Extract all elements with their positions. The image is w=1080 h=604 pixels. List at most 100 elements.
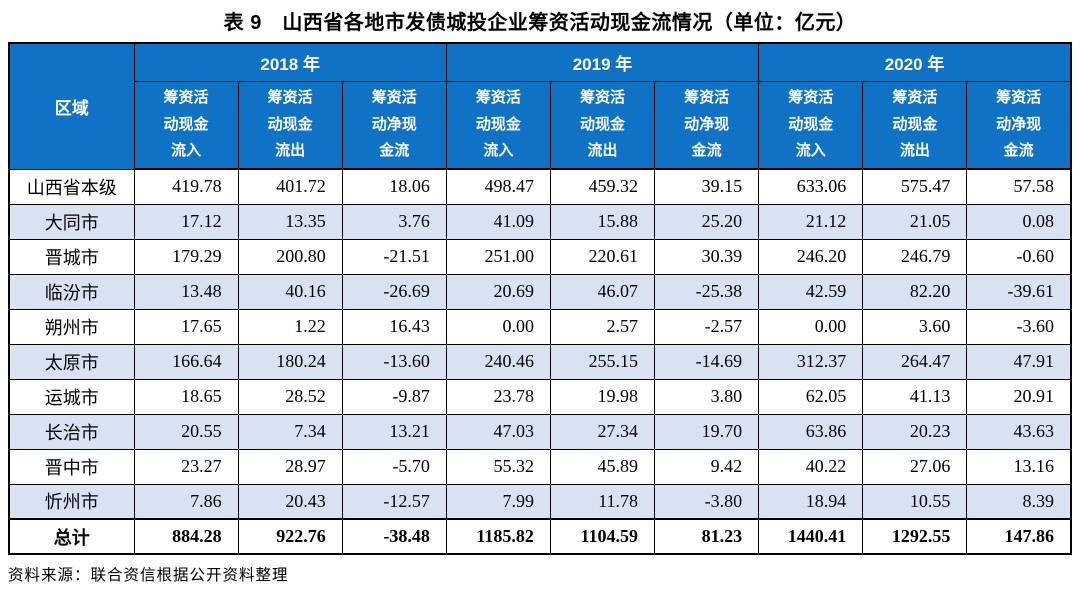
value-cell: -3.60 (966, 308, 1072, 345)
value-cell: 575.47 (862, 168, 968, 205)
value-cell: 19.98 (549, 378, 656, 415)
value-cell: 498.47 (445, 168, 551, 205)
value-cell: 81.23 (654, 518, 760, 555)
region-cell: 大同市 (8, 203, 135, 240)
value-cell: 23.27 (133, 448, 239, 485)
value-cell: 7.86 (133, 483, 239, 520)
value-cell: 27.34 (549, 413, 656, 450)
value-cell: 255.15 (549, 343, 656, 380)
value-cell: 166.64 (133, 343, 239, 380)
table-row: 晋城市 179.29 200.80 -21.51 251.00 220.61 30.39 24… (8, 238, 1072, 275)
value-cell: 7.99 (445, 483, 551, 520)
value-cell: 13.35 (237, 203, 343, 240)
region-cell: 长治市 (8, 413, 135, 450)
value-cell: -12.57 (341, 483, 447, 520)
value-cell: 1.22 (237, 308, 343, 345)
value-cell: -5.70 (341, 448, 447, 485)
region-cell: 忻州市 (8, 483, 135, 520)
value-cell: 11.78 (549, 483, 656, 520)
table-row: 朔州市 17.65 1.22 16.43 0.00 2.57 -2.57 0.00 3.60 -3… (8, 308, 1072, 345)
value-cell: 28.97 (237, 448, 343, 485)
value-cell: 3.80 (654, 378, 760, 415)
table-row: 临汾市 13.48 40.16 -26.69 20.69 46.07 -25.38 42.59… (8, 273, 1072, 310)
value-cell: 23.78 (445, 378, 551, 415)
value-cell: 312.37 (758, 343, 864, 380)
value-cell: 20.55 (133, 413, 239, 450)
value-cell: 40.16 (237, 273, 343, 310)
value-cell: 0.08 (966, 203, 1072, 240)
value-cell: 42.59 (758, 273, 864, 310)
value-cell: 18.65 (133, 378, 239, 415)
table-row: 长治市 20.55 7.34 13.21 47.03 27.34 19.70 63.86 20.… (8, 413, 1072, 450)
value-cell: -13.60 (341, 343, 447, 380)
value-cell: 20.43 (237, 483, 343, 520)
value-cell: 16.43 (341, 308, 447, 345)
value-cell: 13.48 (133, 273, 239, 310)
value-cell: 2.57 (549, 308, 656, 345)
value-cell: 3.60 (862, 308, 968, 345)
value-cell: 884.28 (133, 518, 239, 555)
value-cell: 8.39 (966, 483, 1072, 520)
value-cell: 28.52 (237, 378, 343, 415)
value-cell: 1104.59 (549, 518, 656, 555)
value-cell: 15.88 (549, 203, 656, 240)
value-cell: 200.80 (237, 238, 343, 275)
column-header-outflow-2019: 筹资活 动现金 流出 (549, 80, 656, 170)
column-header-outflow-2018: 筹资活 动现金 流出 (237, 80, 343, 170)
value-cell: 21.05 (862, 203, 968, 240)
value-cell: 246.79 (862, 238, 968, 275)
value-cell: 25.20 (654, 203, 760, 240)
value-cell: 1292.55 (862, 518, 968, 555)
region-cell: 山西省本级 (8, 168, 135, 205)
value-cell: -38.48 (341, 518, 447, 555)
year-header-row: 区域 2018 年 2019 年 2020 年 (8, 42, 1072, 170)
value-cell: 0.00 (445, 308, 551, 345)
value-cell: -26.69 (341, 273, 447, 310)
table-row: 晋中市 23.27 28.97 -5.70 55.32 45.89 9.42 40.22 27.… (8, 448, 1072, 485)
value-cell: 20.69 (445, 273, 551, 310)
value-cell: 459.32 (549, 168, 656, 205)
column-header-net-2020: 筹资活 动净现 金流 (966, 80, 1072, 170)
value-cell: 246.20 (758, 238, 864, 275)
value-cell: 57.58 (966, 168, 1072, 205)
value-cell: 21.12 (758, 203, 864, 240)
value-cell: 3.76 (341, 203, 447, 240)
value-cell: 179.29 (133, 238, 239, 275)
value-cell: 419.78 (133, 168, 239, 205)
value-cell: -2.57 (654, 308, 760, 345)
value-cell: 1185.82 (445, 518, 551, 555)
value-cell: -25.38 (654, 273, 760, 310)
region-cell: 朔州市 (8, 308, 135, 345)
region-cell: 运城市 (8, 378, 135, 415)
table-body: 山西省本级 419.78 401.72 18.06 498.47 459.32 39.15 6… (8, 168, 1072, 555)
value-cell: 220.61 (549, 238, 656, 275)
column-header-inflow-2018: 筹资活 动现金 流入 (133, 80, 239, 170)
value-cell: 20.23 (862, 413, 968, 450)
table-header: 区域 2018 年 2019 年 2020 年 筹资活 动现金 流入 筹资活 动… (8, 42, 1072, 170)
value-cell: 47.03 (445, 413, 551, 450)
table-row: 山西省本级 419.78 401.72 18.06 498.47 459.32 39.15 6… (8, 168, 1072, 205)
column-header-inflow-2019: 筹资活 动现金 流入 (445, 80, 551, 170)
value-cell: 39.15 (654, 168, 760, 205)
value-cell: 27.06 (862, 448, 968, 485)
value-cell: 17.12 (133, 203, 239, 240)
table-row: 太原市 166.64 180.24 -13.60 240.46 255.15 -14.69 3… (8, 343, 1072, 380)
value-cell: 19.70 (654, 413, 760, 450)
value-cell: 147.86 (966, 518, 1072, 555)
table-row: 忻州市 7.86 20.43 -12.57 7.99 11.78 -3.80 18.94 10.… (8, 483, 1072, 520)
value-cell: 17.65 (133, 308, 239, 345)
value-cell: 62.05 (758, 378, 864, 415)
value-cell: 1440.41 (758, 518, 864, 555)
subheader-row: 筹资活 动现金 流入 筹资活 动现金 流出 筹资活 动净现 金流 筹资活 动现金… (9, 80, 1072, 170)
table-row: 运城市 18.65 28.52 -9.87 23.78 19.98 3.80 62.05 41.… (8, 378, 1072, 415)
value-cell: 30.39 (654, 238, 760, 275)
value-cell: 10.55 (862, 483, 968, 520)
column-header-inflow-2020: 筹资活 动现金 流入 (758, 80, 864, 170)
year-header-2018: 2018 年 (133, 42, 447, 82)
table-title: 表 9 山西省各地市发债城投企业筹资活动现金流情况（单位：亿元） (223, 12, 857, 34)
region-cell: 晋中市 (8, 448, 135, 485)
value-cell: 46.07 (549, 273, 656, 310)
value-cell: 633.06 (758, 168, 864, 205)
column-header-outflow-2020: 筹资活 动现金 流出 (862, 80, 968, 170)
